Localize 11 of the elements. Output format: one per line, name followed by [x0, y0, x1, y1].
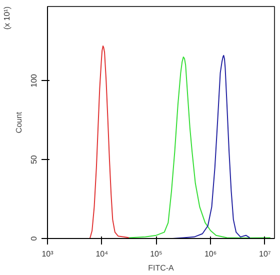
x-tick-label: 10⁶ — [204, 250, 217, 258]
x-tick-label: 10⁵ — [150, 250, 162, 258]
x-tick-label: 10³ — [42, 250, 54, 258]
y-axis-title: Count — [14, 111, 24, 134]
text: (x 10¹) — [2, 6, 12, 30]
x-tick-label: 10⁴ — [96, 250, 109, 258]
y-tick-label: 0 — [30, 236, 38, 241]
y-tick-label: 50 — [30, 154, 38, 164]
x-tick-label: 10⁷ — [259, 250, 271, 258]
x-axis-title: FITC-A — [148, 264, 175, 272]
y-tick-label: 100 — [30, 73, 38, 88]
